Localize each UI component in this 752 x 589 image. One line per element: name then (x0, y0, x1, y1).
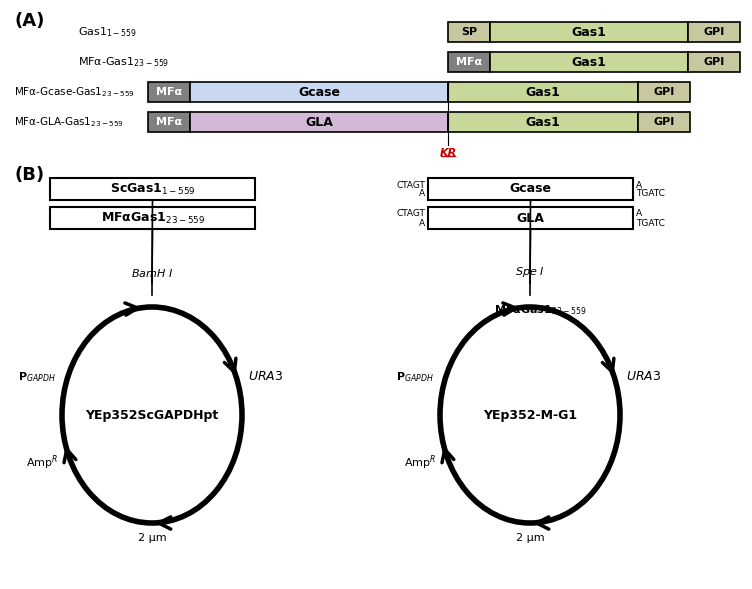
Text: $URA3$: $URA3$ (626, 370, 661, 383)
Text: TGATC: TGATC (636, 219, 665, 227)
Text: Amp$^R$: Amp$^R$ (26, 454, 58, 472)
Text: (B): (B) (14, 166, 44, 184)
Text: GPI: GPI (653, 117, 675, 127)
Text: SP: SP (461, 27, 477, 37)
FancyBboxPatch shape (190, 112, 448, 132)
Text: Gas1: Gas1 (526, 115, 560, 128)
Text: Gcase: Gcase (510, 183, 551, 196)
Text: P$_{GAPDH}$: P$_{GAPDH}$ (18, 370, 56, 384)
Text: MFα-Gcase-Gas1$_{23-559}$: MFα-Gcase-Gas1$_{23-559}$ (14, 85, 135, 99)
Text: Gas1$_{1-559}$: Gas1$_{1-559}$ (78, 25, 137, 39)
Text: GPI: GPI (703, 27, 725, 37)
Text: 2 μm: 2 μm (516, 533, 544, 543)
FancyBboxPatch shape (490, 52, 688, 72)
FancyBboxPatch shape (448, 22, 490, 42)
Text: Gas1: Gas1 (572, 55, 606, 68)
FancyBboxPatch shape (428, 207, 633, 229)
FancyBboxPatch shape (148, 112, 190, 132)
Text: $Spe$ $I$: $Spe$ $I$ (515, 265, 544, 279)
FancyBboxPatch shape (448, 82, 638, 102)
Text: $URA3$: $URA3$ (248, 370, 284, 383)
Text: A: A (636, 210, 642, 219)
Text: CTAGT: CTAGT (396, 180, 425, 190)
FancyBboxPatch shape (190, 82, 448, 102)
Text: Amp$^R$: Amp$^R$ (404, 454, 436, 472)
FancyBboxPatch shape (490, 22, 688, 42)
Text: GPI: GPI (703, 57, 725, 67)
Text: MFαGas1$_{23-559}$: MFαGas1$_{23-559}$ (101, 210, 205, 226)
Text: A: A (419, 219, 425, 227)
Text: MFα: MFα (456, 57, 482, 67)
Text: Gas1: Gas1 (572, 25, 606, 38)
Text: MFα-GLA-Gas1$_{23-559}$: MFα-GLA-Gas1$_{23-559}$ (14, 115, 124, 129)
Text: Gcase: Gcase (298, 85, 340, 98)
Text: MFα: MFα (156, 87, 182, 97)
Text: B$amH$ $I$: B$amH$ $I$ (131, 267, 173, 279)
Text: GPI: GPI (653, 87, 675, 97)
FancyBboxPatch shape (638, 82, 690, 102)
Text: CTAGT: CTAGT (396, 210, 425, 219)
FancyBboxPatch shape (50, 207, 255, 229)
FancyBboxPatch shape (638, 112, 690, 132)
FancyBboxPatch shape (428, 178, 633, 200)
FancyBboxPatch shape (50, 178, 255, 200)
Text: A: A (636, 180, 642, 190)
Text: ScGas1$_{1-559}$: ScGas1$_{1-559}$ (110, 181, 195, 197)
Text: MFα: MFα (156, 117, 182, 127)
FancyBboxPatch shape (448, 112, 638, 132)
Text: MFα-Gas1$_{23-559}$: MFα-Gas1$_{23-559}$ (78, 55, 169, 69)
Text: A: A (419, 190, 425, 198)
Text: TGATC: TGATC (636, 190, 665, 198)
Text: MFαGas1$_{23-559}$: MFαGas1$_{23-559}$ (493, 303, 587, 317)
FancyBboxPatch shape (148, 82, 190, 102)
Text: 2 μm: 2 μm (138, 533, 166, 543)
FancyBboxPatch shape (688, 52, 740, 72)
FancyBboxPatch shape (448, 52, 490, 72)
Text: P$_{GAPDH}$: P$_{GAPDH}$ (396, 370, 434, 384)
FancyBboxPatch shape (688, 22, 740, 42)
Text: GLA: GLA (517, 211, 544, 224)
Text: Gas1: Gas1 (526, 85, 560, 98)
Text: YEp352ScGAPDHpt: YEp352ScGAPDHpt (86, 409, 219, 422)
Text: GLA: GLA (305, 115, 333, 128)
Text: (A): (A) (14, 12, 44, 30)
Text: YEp352-M-G1: YEp352-M-G1 (483, 409, 577, 422)
Text: KR: KR (439, 148, 456, 158)
